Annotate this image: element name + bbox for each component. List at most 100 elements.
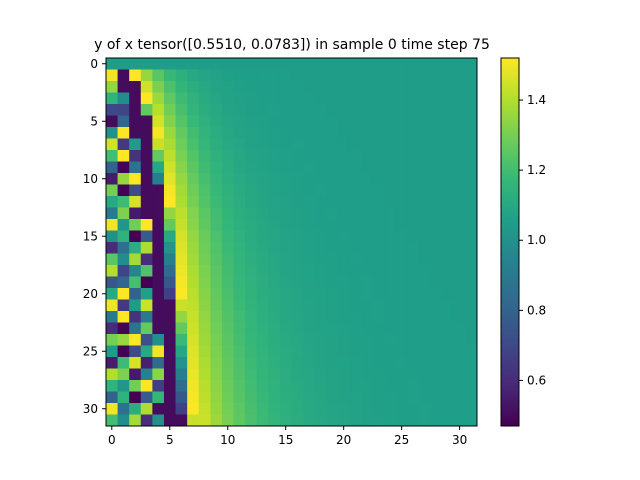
- heatmap-cell: [117, 299, 130, 312]
- colorbar-ticks: 0.6 0.8 1.0 1.2 1.4: [519, 93, 546, 387]
- heatmap-cell: [361, 345, 374, 358]
- heatmap-cell: [291, 196, 304, 208]
- heatmap-cell: [210, 334, 223, 346]
- heatmap-cell: [117, 322, 130, 335]
- heatmap-cell: [465, 311, 478, 323]
- heatmap-cell: [106, 196, 118, 208]
- heatmap-cell: [175, 299, 188, 312]
- heatmap-cell: [210, 276, 223, 289]
- heatmap-cell: [210, 322, 223, 335]
- heatmap-cell: [430, 322, 443, 335]
- heatmap-cell: [337, 276, 350, 289]
- heatmap-cell: [337, 345, 350, 358]
- heatmap-cell: [163, 322, 176, 335]
- colorbar-gradient: [501, 58, 519, 426]
- colorbar-tick-label: 1.4: [527, 93, 546, 107]
- heatmap-cell: [337, 357, 350, 369]
- heatmap-cell: [430, 380, 443, 392]
- heatmap-cell: [245, 391, 258, 404]
- heatmap-cell: [245, 242, 258, 254]
- heatmap-cell: [326, 322, 339, 335]
- heatmap-cell: [337, 115, 350, 128]
- heatmap-cell: [140, 161, 153, 174]
- heatmap-cell: [279, 115, 292, 128]
- heatmap-cell: [326, 230, 339, 243]
- heatmap-cell: [152, 265, 165, 277]
- heatmap-cell: [361, 69, 374, 82]
- heatmap-cell: [314, 322, 327, 335]
- heatmap-cell: [221, 322, 234, 335]
- heatmap-cell: [198, 127, 211, 139]
- heatmap-cell: [140, 69, 153, 82]
- heatmap-cell: [395, 115, 408, 128]
- heatmap-cell: [152, 357, 165, 369]
- heatmap-cell: [140, 322, 153, 335]
- heatmap-cell: [210, 81, 223, 93]
- heatmap-cell: [245, 104, 258, 116]
- heatmap-cell: [198, 334, 211, 346]
- heatmap-cell: [210, 207, 223, 220]
- heatmap-cell: [303, 242, 316, 254]
- heatmap-cell: [268, 196, 281, 208]
- heatmap-cell: [268, 391, 281, 404]
- heatmap-cell: [175, 150, 188, 162]
- heatmap-cell: [372, 219, 385, 231]
- heatmap-cell: [291, 230, 304, 243]
- heatmap-cell: [117, 380, 130, 392]
- heatmap-cell: [163, 334, 176, 346]
- heatmap-cell: [395, 230, 408, 243]
- heatmap-cell: [256, 391, 269, 404]
- heatmap-cell: [233, 207, 246, 220]
- heatmap-cell: [419, 69, 432, 82]
- heatmap-cell: [140, 81, 153, 93]
- heatmap-cell: [279, 345, 292, 358]
- heatmap-cell: [245, 311, 258, 323]
- heatmap-cell: [245, 138, 258, 151]
- heatmap-cell: [326, 138, 339, 151]
- heatmap-cell: [140, 391, 153, 404]
- heatmap-cell: [268, 104, 281, 116]
- heatmap-cell: [268, 299, 281, 312]
- heatmap-cell: [210, 311, 223, 323]
- heatmap-cell: [117, 219, 130, 231]
- heatmap-cell: [187, 150, 200, 162]
- heatmap-cell: [372, 345, 385, 358]
- heatmap-cell: [465, 58, 478, 70]
- heatmap-cell: [175, 92, 188, 105]
- heatmap-cell: [326, 334, 339, 346]
- heatmap-cell: [245, 219, 258, 231]
- heatmap-cell: [198, 184, 211, 197]
- heatmap-cell: [106, 368, 118, 381]
- heatmap-cell: [337, 150, 350, 162]
- heatmap-cell: [291, 253, 304, 266]
- heatmap-cell: [384, 357, 397, 369]
- heatmap-cell: [419, 115, 432, 128]
- heatmap-cell: [453, 150, 466, 162]
- heatmap-cell: [442, 161, 455, 174]
- heatmap-cell: [291, 380, 304, 392]
- heatmap-cell: [453, 357, 466, 369]
- heatmap-cell: [337, 230, 350, 243]
- heatmap-cell: [106, 414, 118, 427]
- heatmap-cell: [233, 69, 246, 82]
- heatmap-cell: [372, 230, 385, 243]
- heatmap-cell: [233, 81, 246, 93]
- heatmap-cell: [163, 288, 176, 300]
- heatmap-cell: [326, 127, 339, 139]
- heatmap-cell: [453, 69, 466, 82]
- heatmap-cell: [233, 357, 246, 369]
- heatmap-cell: [442, 311, 455, 323]
- heatmap-cell: [384, 368, 397, 381]
- heatmap-cell: [129, 414, 142, 427]
- heatmap-cell: [279, 414, 292, 427]
- heatmap-cell: [106, 322, 118, 335]
- heatmap-cell: [268, 345, 281, 358]
- heatmap-cell: [233, 368, 246, 381]
- heatmap-cell: [442, 391, 455, 404]
- heatmap-cell: [349, 150, 362, 162]
- heatmap-cell: [163, 138, 176, 151]
- heatmap-cell: [279, 357, 292, 369]
- heatmap-cell: [221, 403, 234, 415]
- heatmap-cell: [152, 92, 165, 105]
